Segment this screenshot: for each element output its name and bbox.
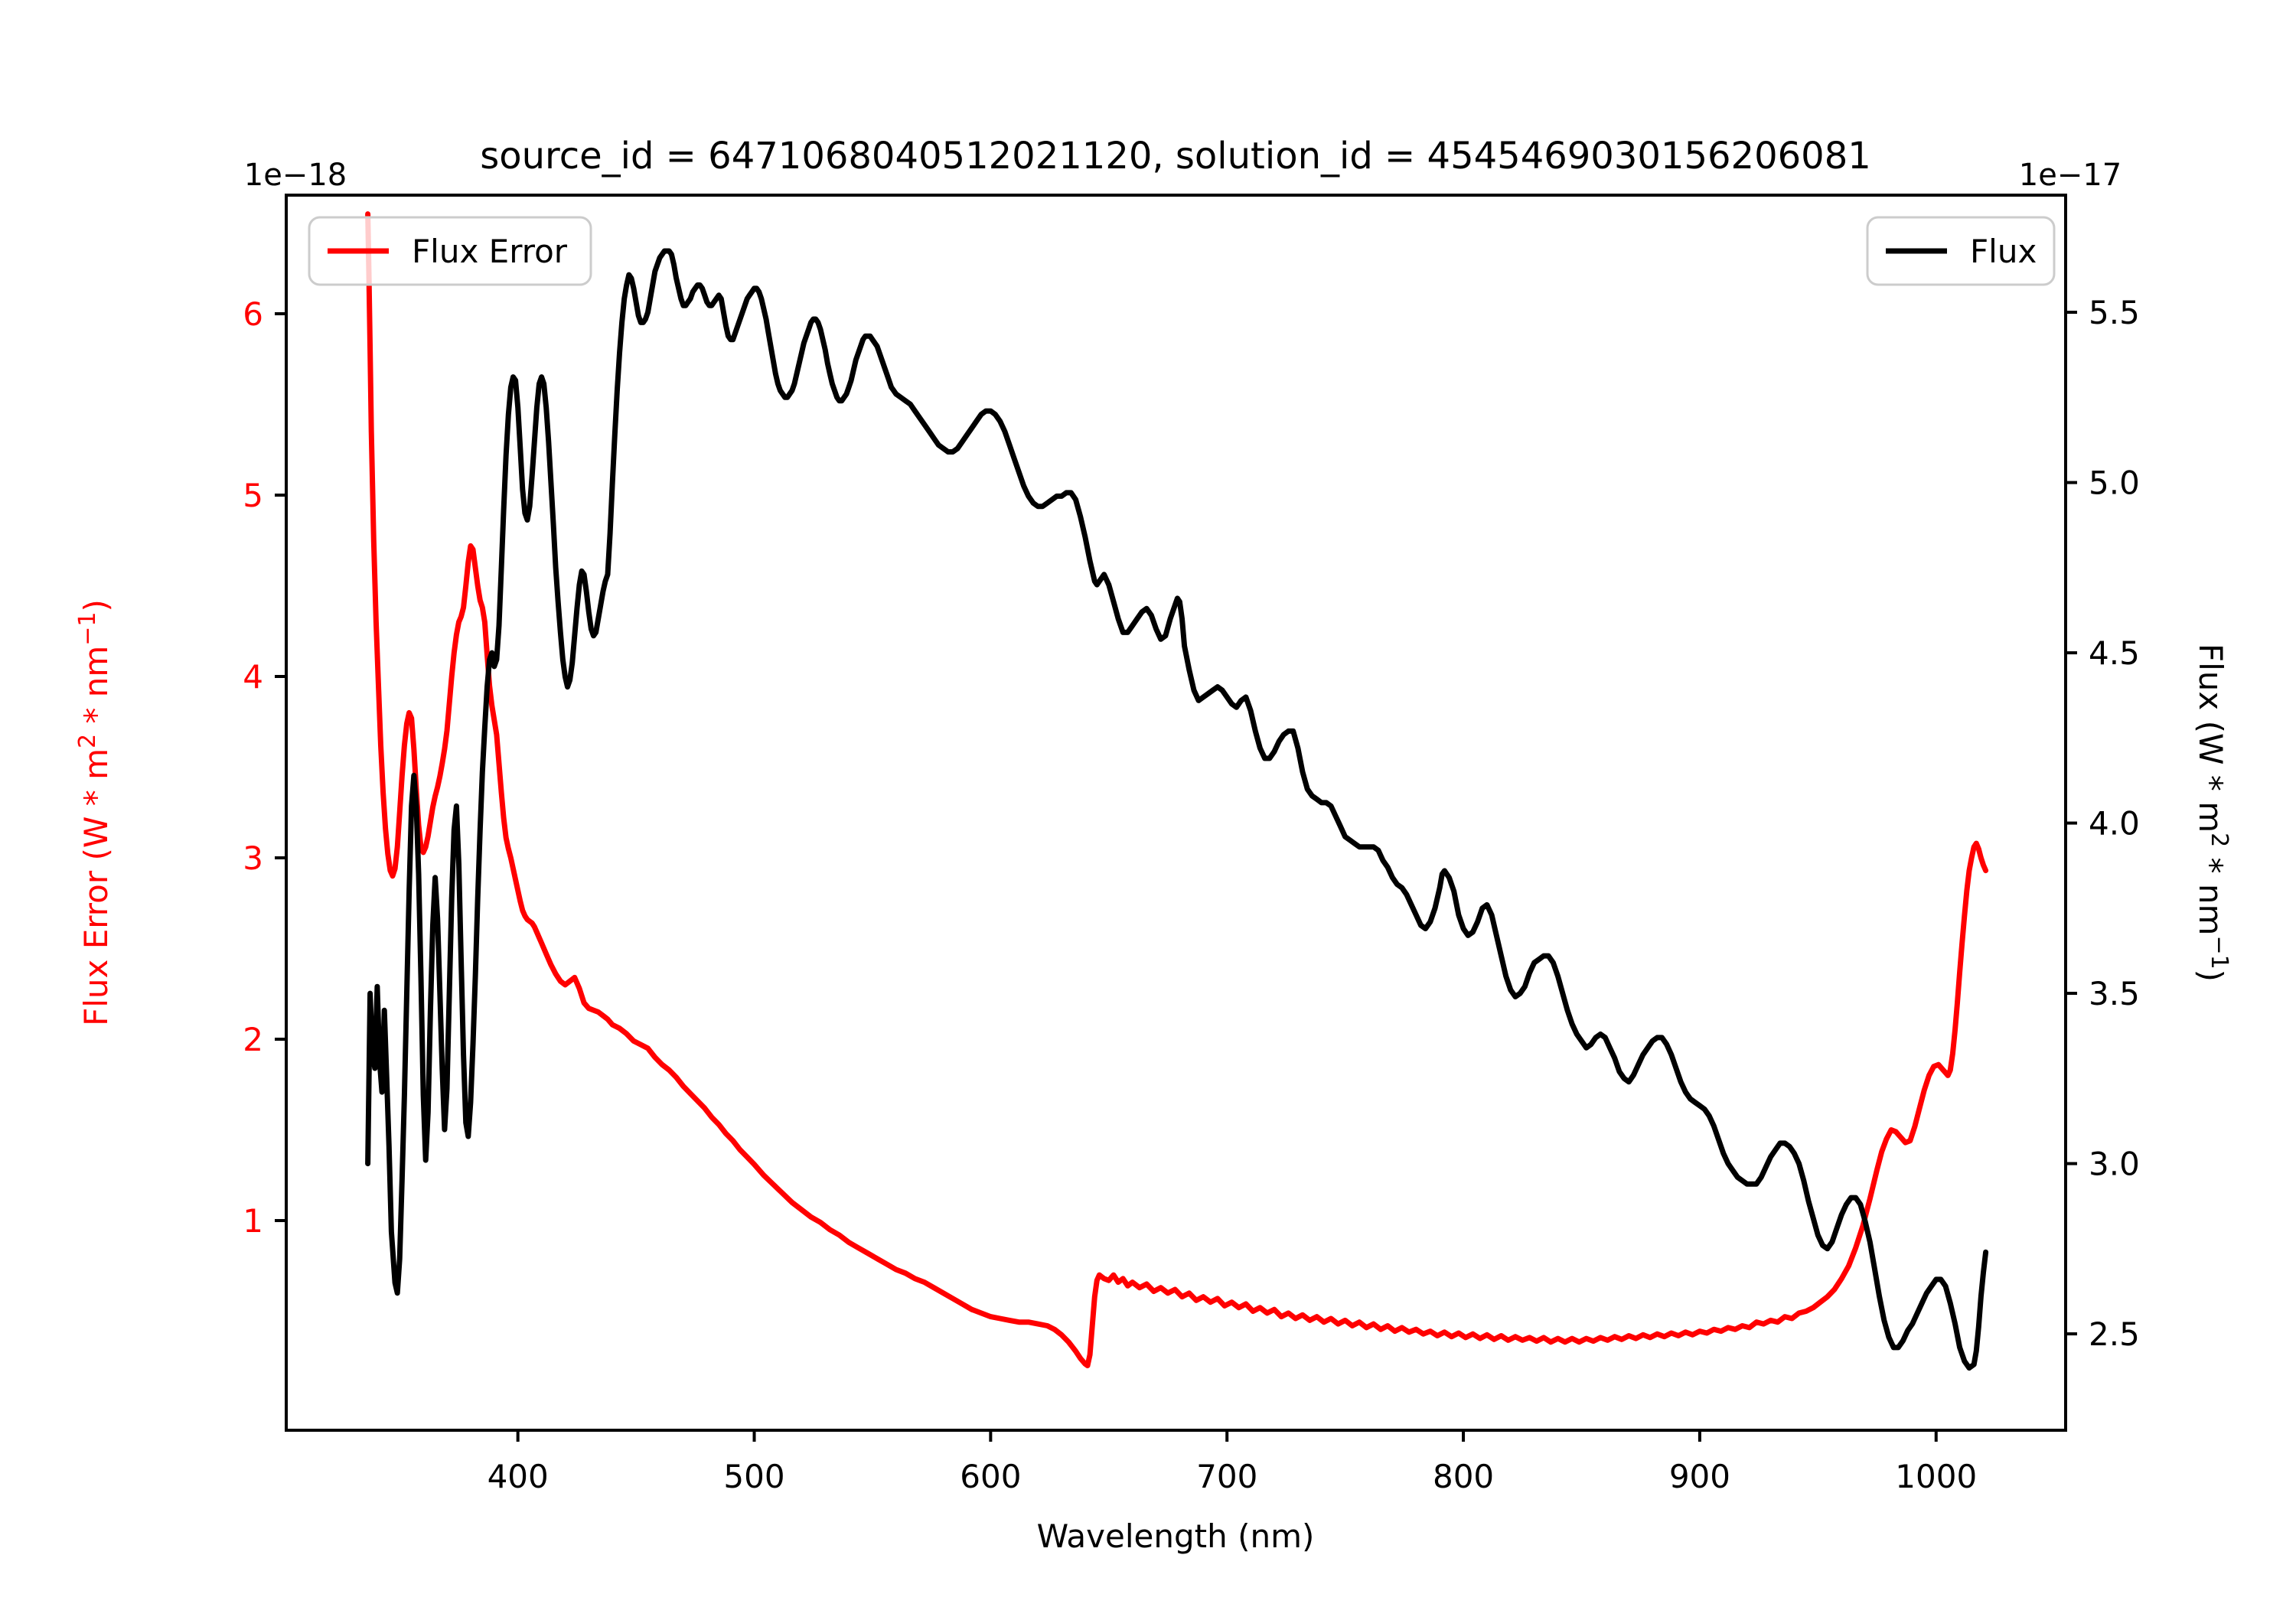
y-right-label-part: ) [2192, 970, 2229, 982]
x-tick-600-label: 600 [960, 1458, 1021, 1495]
x-tick-400-label: 400 [488, 1458, 549, 1495]
y-right-tick-3-5-label: 3.5 [2089, 975, 2140, 1012]
y-left-label-part: Flux Error (W * m [77, 748, 115, 1026]
y-right-axis-label: Flux (W * m2 * nm−1) [2192, 644, 2232, 982]
y-left-label-part: * nm [77, 646, 115, 734]
y-left-label-part: ) [77, 599, 115, 611]
legend-flux-error-box [308, 216, 592, 286]
x-tick-900-label: 900 [1669, 1458, 1730, 1495]
flux-line [365, 248, 1989, 1371]
y-left-tick-1-label: 1 [243, 1202, 263, 1240]
legend-flux-error: Flux Error [308, 216, 592, 286]
y-right-axis-ticks: 2.5 3.0 3.5 4.0 4.5 5.0 5.5 [2066, 294, 2140, 1353]
y-right-tick-4-5-label: 4.5 [2089, 634, 2140, 672]
flux-error-line [365, 211, 1989, 1369]
y-right-label-part: * nm [2192, 847, 2229, 935]
legend-flux-error-label: Flux Error [412, 233, 568, 270]
y-right-tick-4-label: 4.0 [2089, 805, 2140, 843]
y-left-tick-4-label: 4 [243, 658, 263, 696]
x-axis-label: Wavelength (nm) [1037, 1517, 1315, 1555]
x-tick-1000-label: 1000 [1895, 1458, 1977, 1495]
y-right-tick-5-label: 5.0 [2089, 464, 2140, 502]
x-axis-ticks: 400 500 600 700 800 900 1000 [488, 1430, 1977, 1495]
y-left-axis-label: Flux Error (W * m2 * nm−1) [74, 599, 115, 1026]
y-right-label-sup: −1 [2206, 935, 2232, 969]
y-right-tick-3-label: 3.0 [2089, 1146, 2140, 1183]
plot-title: source_id = 6471068040512021120, solutio… [480, 135, 1871, 178]
plot-frame [285, 194, 2067, 1432]
y-right-tick-2-5-label: 2.5 [2089, 1315, 2140, 1353]
y-right-offset-text: 1e−17 [2019, 158, 2122, 193]
y-right-label-sup: 2 [2206, 833, 2232, 847]
y-left-tick-2-label: 2 [243, 1021, 263, 1058]
y-right-label-part: Flux (W * m [2192, 644, 2229, 833]
legend-flux: Flux [1866, 216, 2056, 286]
y-right-tick-5-5-label: 5.5 [2089, 294, 2140, 331]
y-left-label-sup: −1 [74, 611, 101, 645]
y-left-axis-ticks: 1 2 3 4 5 6 [243, 295, 286, 1240]
x-tick-500-label: 500 [723, 1458, 784, 1495]
legend-flux-label: Flux [1970, 233, 2037, 270]
x-tick-700-label: 700 [1196, 1458, 1257, 1495]
legend-flux-box [1866, 216, 2056, 286]
y-left-tick-5-label: 5 [243, 477, 263, 514]
y-left-tick-6-label: 6 [243, 295, 263, 333]
y-left-tick-3-label: 3 [243, 839, 263, 877]
x-tick-800-label: 800 [1433, 1458, 1494, 1495]
y-left-offset-text: 1e−18 [244, 158, 347, 193]
y-left-label-sup: 2 [74, 734, 101, 748]
